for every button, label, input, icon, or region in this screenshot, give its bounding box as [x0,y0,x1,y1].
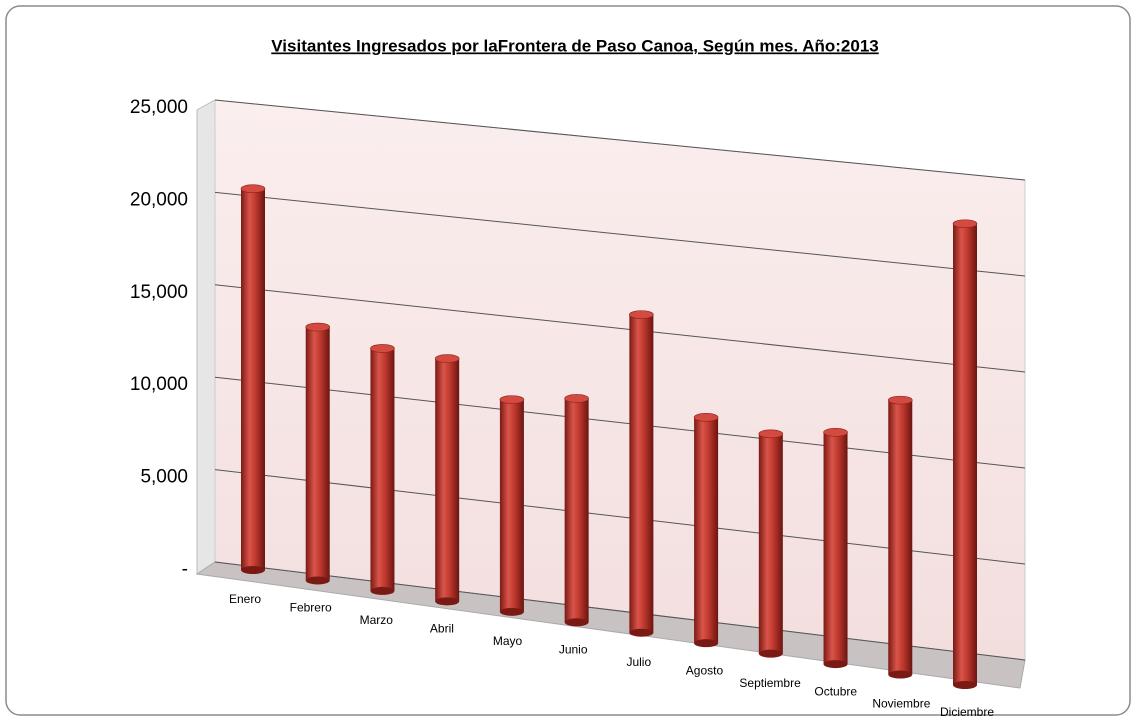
y-tick-label: - [182,559,188,580]
grid-line [214,191,1026,277]
bar-base [823,660,848,669]
bar [953,223,977,685]
x-tick-label: Junio [559,642,588,656]
bar [888,400,913,675]
bar-cap [758,429,784,439]
bar-cap [305,322,331,332]
bar-base [758,649,783,658]
bar [823,432,848,665]
y-tick-label: 10,000 [130,374,188,395]
x-tick-label: Marzo [360,613,394,627]
y-tick-label: 5,000 [140,467,188,488]
grid-line [214,99,1026,181]
x-tick-label: Enero [229,592,261,606]
x-tick-label: Febrero [290,601,332,615]
bar-base [564,618,589,627]
bar [564,398,589,623]
x-tick-label: Abril [430,622,454,636]
bar-base [305,576,330,585]
x-tick-label: Octubre [814,684,857,698]
bar-cap [823,428,848,437]
bar-cap [629,310,654,319]
bar-cap [952,219,978,229]
bar [499,399,524,612]
x-tick-label: Julio [626,655,651,669]
bar [241,188,265,570]
bar-base [694,639,719,648]
bar [694,417,719,644]
bar-base [629,628,654,637]
bar-base [499,607,524,616]
bar-cap [499,395,525,404]
bar-cap [434,354,460,363]
side-wall [196,99,216,575]
bar-cap [693,413,719,422]
bar [435,358,460,602]
bar [629,314,654,633]
bar-cap [887,395,913,405]
chart-title: Visitantes Ingresados por laFrontera de … [271,36,878,55]
bar-base [370,586,395,595]
bar-cap [370,344,395,353]
x-tick-label: Mayo [493,634,523,648]
x-tick-label: Noviembre [872,697,930,711]
y-tick-label: 15,000 [130,282,188,303]
x-tick-label: Diciembre [940,705,994,719]
plot-area: - 5,000 10,000 15,000 20,000 25,000 Enero Febre… [130,97,1026,719]
bar [758,433,783,654]
bar-cap [240,184,266,193]
bar-cap [564,394,589,403]
bar [305,327,330,581]
bar-base [953,681,977,689]
bar-base [435,597,460,606]
y-tick-label: 25,000 [130,97,188,118]
bar-base [241,566,265,574]
y-tick-label: 20,000 [130,189,188,210]
bar [370,348,395,591]
x-tick-label: Agosto [686,663,724,677]
grid-line [214,284,1026,373]
x-tick-label: Septiembre [739,676,801,690]
bar-base [888,670,913,679]
